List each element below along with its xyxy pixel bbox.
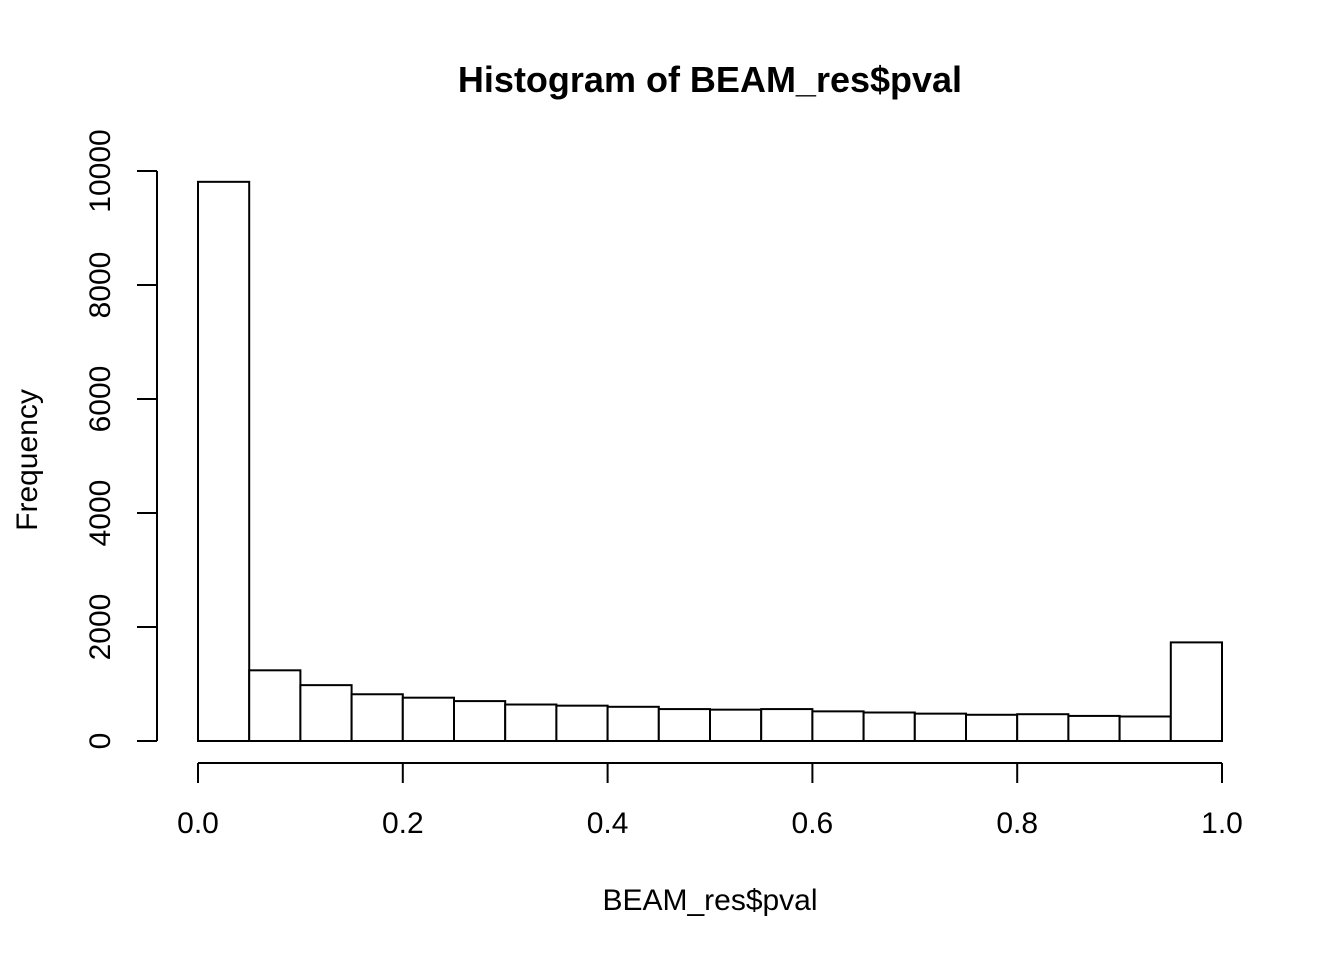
histogram-bar bbox=[760, 708, 814, 743]
histogram-bar bbox=[709, 708, 763, 743]
histogram-bar bbox=[350, 693, 404, 743]
histogram-bar bbox=[606, 705, 660, 742]
histogram-bar bbox=[1067, 714, 1121, 742]
y-tick-label: 0 bbox=[84, 733, 117, 750]
y-tick-label: 8000 bbox=[84, 252, 117, 319]
histogram-bar bbox=[811, 710, 865, 742]
histogram-bar bbox=[248, 669, 302, 743]
x-tick-label: 0.2 bbox=[382, 807, 424, 840]
y-tick-label: 4000 bbox=[84, 480, 117, 547]
y-tick-label: 2000 bbox=[84, 594, 117, 661]
y-axis-label: Frequency bbox=[11, 389, 44, 531]
histogram-bar bbox=[453, 700, 507, 742]
x-tick-label: 0.4 bbox=[587, 807, 629, 840]
y-tick-label: 6000 bbox=[84, 366, 117, 433]
y-tick-label: 10000 bbox=[84, 129, 117, 212]
x-axis: 0.0 0.2 0.4 0.6 0.8 1.0 bbox=[177, 762, 1243, 840]
histogram-bar bbox=[299, 684, 353, 743]
chart-title: Histogram of BEAM_res$pval bbox=[458, 59, 962, 100]
histogram-bar bbox=[965, 713, 1019, 743]
histogram-bar bbox=[1169, 641, 1224, 743]
histogram-bar bbox=[1118, 715, 1172, 742]
bars-group bbox=[197, 180, 1224, 743]
histogram-bar bbox=[401, 696, 455, 742]
histogram-bar bbox=[913, 712, 967, 743]
histogram-bar bbox=[197, 180, 251, 742]
histogram-bar bbox=[1016, 713, 1070, 743]
y-axis: 0 2000 4000 6000 8000 10000 bbox=[84, 129, 158, 750]
x-tick-label: 0.0 bbox=[177, 807, 219, 840]
histogram-bar bbox=[555, 704, 609, 742]
x-tick-label: 1.0 bbox=[1201, 807, 1243, 840]
x-tick-label: 0.8 bbox=[996, 807, 1038, 840]
x-tick-label: 0.6 bbox=[792, 807, 834, 840]
histogram-bar bbox=[862, 711, 916, 742]
x-axis-label: BEAM_res$pval bbox=[602, 884, 817, 917]
histogram-bar bbox=[657, 708, 711, 743]
histogram-bar bbox=[504, 703, 558, 743]
